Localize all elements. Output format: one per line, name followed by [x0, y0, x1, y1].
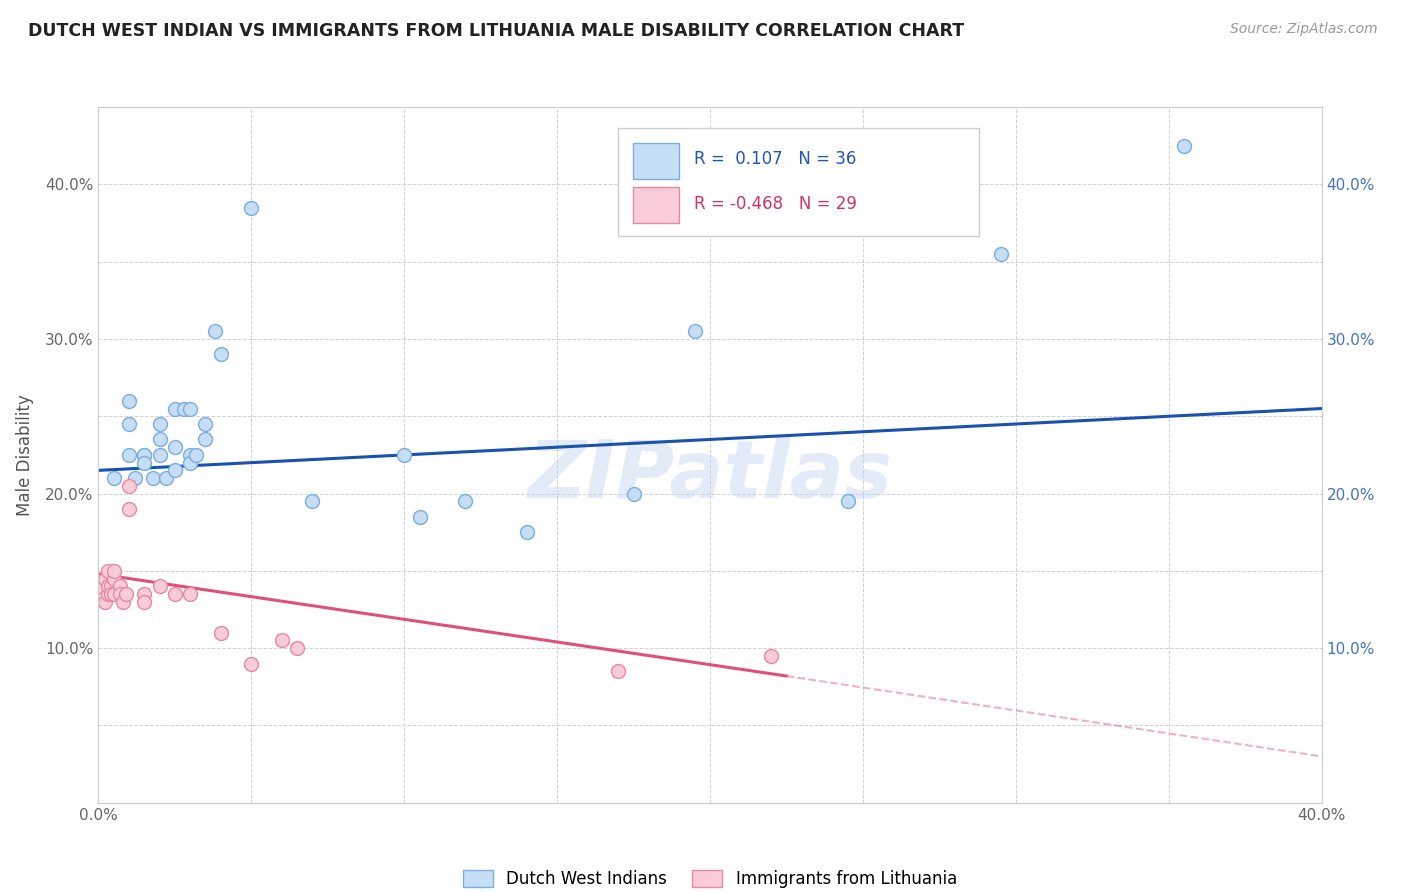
Point [301, 494, 323, 508]
Point [516, 525, 538, 540]
Point [1173, 138, 1195, 153]
Point [155, 471, 177, 485]
Point [142, 471, 165, 485]
Point [134, 456, 156, 470]
Legend: Dutch West Indians, Immigrants from Lithuania: Dutch West Indians, Immigrants from Lith… [457, 863, 963, 892]
Point [194, 433, 217, 447]
FancyBboxPatch shape [633, 143, 679, 178]
Text: R = -0.468   N = 29: R = -0.468 N = 29 [695, 194, 858, 213]
Point [163, 401, 186, 416]
Point [163, 440, 186, 454]
Point [186, 448, 208, 462]
Text: Source: ZipAtlas.com: Source: ZipAtlas.com [1230, 22, 1378, 37]
Point [163, 463, 186, 477]
Point [990, 247, 1012, 261]
Text: DUTCH WEST INDIAN VS IMMIGRANTS FROM LITHUANIA MALE DISABILITY CORRELATION CHART: DUTCH WEST INDIAN VS IMMIGRANTS FROM LIT… [28, 22, 965, 40]
Point [408, 509, 430, 524]
Point [93, 595, 115, 609]
Point [392, 448, 416, 462]
Point [100, 587, 122, 601]
Point [179, 456, 201, 470]
Text: ZIPatlas: ZIPatlas [527, 437, 893, 515]
Point [93, 572, 115, 586]
Point [240, 201, 263, 215]
Point [108, 587, 131, 601]
Point [683, 324, 706, 338]
Point [209, 347, 232, 361]
Point [179, 448, 201, 462]
Point [103, 471, 125, 485]
Point [90, 587, 112, 601]
Point [270, 633, 292, 648]
Point [134, 587, 156, 601]
FancyBboxPatch shape [633, 187, 679, 223]
Point [623, 486, 645, 500]
Point [108, 579, 131, 593]
Point [454, 494, 477, 508]
Point [837, 494, 859, 508]
Point [607, 665, 630, 679]
Point [149, 433, 172, 447]
Point [100, 579, 122, 593]
Point [111, 595, 134, 609]
Point [97, 587, 120, 601]
Point [118, 479, 141, 493]
Text: R =  0.107   N = 36: R = 0.107 N = 36 [695, 150, 856, 169]
Point [194, 417, 217, 431]
Point [759, 648, 782, 663]
Point [118, 417, 141, 431]
Point [149, 448, 172, 462]
Point [149, 417, 172, 431]
Point [149, 579, 172, 593]
Point [118, 502, 141, 516]
Point [179, 401, 201, 416]
Point [103, 564, 125, 578]
Point [124, 471, 146, 485]
Point [209, 625, 232, 640]
Y-axis label: Male Disability: Male Disability [15, 394, 34, 516]
Point [118, 393, 141, 408]
Point [179, 587, 201, 601]
Point [204, 324, 226, 338]
Point [134, 448, 156, 462]
Point [118, 448, 141, 462]
Point [103, 587, 125, 601]
Point [134, 448, 156, 462]
Point [285, 641, 308, 656]
Point [240, 657, 263, 671]
Point [115, 587, 138, 601]
Point [90, 579, 112, 593]
Point [173, 401, 195, 416]
Point [103, 572, 125, 586]
FancyBboxPatch shape [619, 128, 979, 235]
Point [163, 587, 186, 601]
Point [134, 595, 156, 609]
Point [97, 579, 120, 593]
Point [97, 564, 120, 578]
